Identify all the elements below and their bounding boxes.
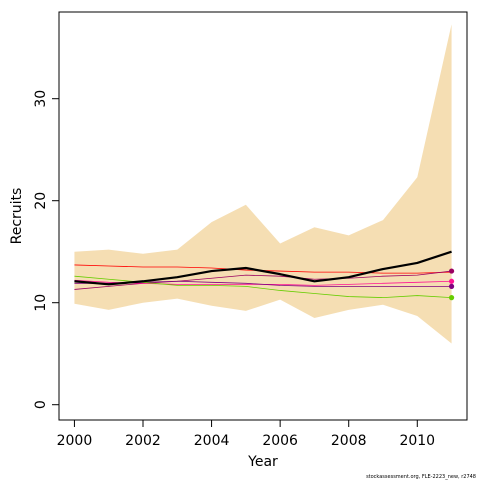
y-tick-label: 30 <box>33 90 49 108</box>
series-end-point-3 <box>448 268 455 274</box>
x-tick-label: 2004 <box>194 433 230 449</box>
confidence-band-area <box>74 24 452 344</box>
y-tick-label: 10 <box>33 294 49 312</box>
series-end-point-4 <box>448 278 455 284</box>
series-lines <box>74 250 452 299</box>
x-tick-label: 2000 <box>57 433 93 449</box>
y-tick-label: 0 <box>33 400 49 409</box>
series-line-3 <box>74 270 452 290</box>
series-end-point-6 <box>448 295 455 301</box>
y-tick-label: 20 <box>33 192 49 210</box>
x-tick-label: 2008 <box>331 433 367 449</box>
y-axis: 0 10 20 30 <box>33 90 60 409</box>
x-axis: 2000 2002 2004 2006 2008 2010 <box>57 419 435 449</box>
x-tick-label: 2010 <box>399 433 435 449</box>
end-markers <box>448 268 455 301</box>
confidence-band <box>74 24 452 344</box>
x-tick-label: 2002 <box>125 433 161 449</box>
x-tick-label: 2006 <box>262 433 298 449</box>
credit-text: stockassessment.org, FLE-2223_new, r2748 <box>366 474 476 480</box>
series-end-point-5 <box>448 283 455 289</box>
series-line-1 <box>74 250 452 286</box>
x-axis-title: Year <box>247 454 278 470</box>
y-axis-title: Recruits <box>9 188 25 245</box>
